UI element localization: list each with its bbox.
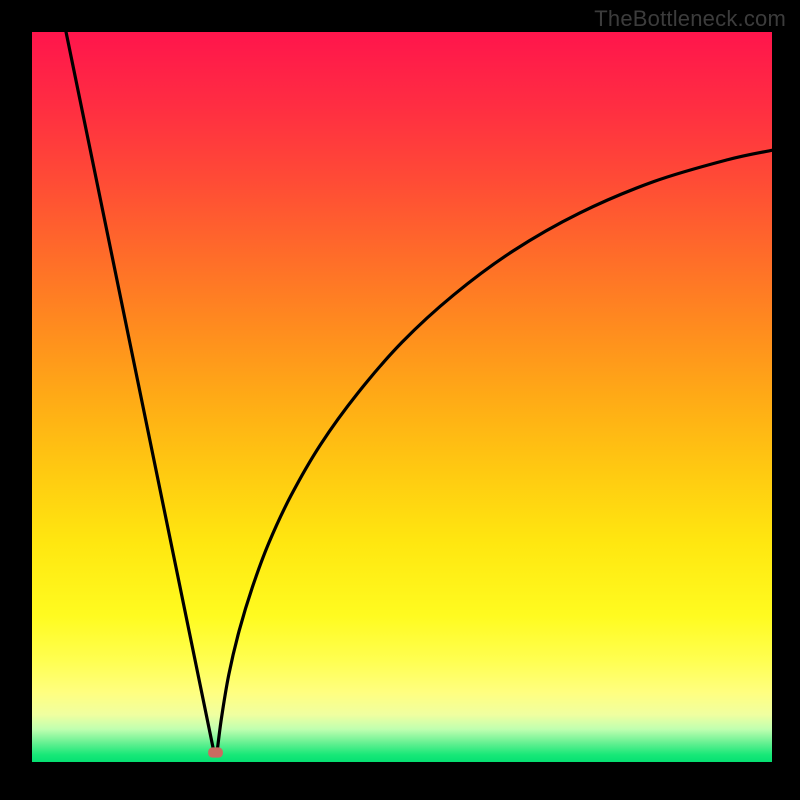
gradient-background: [32, 32, 772, 762]
optimal-point-marker: [208, 747, 223, 757]
watermark-text: TheBottleneck.com: [594, 6, 786, 32]
bottleneck-chart: [32, 32, 772, 762]
